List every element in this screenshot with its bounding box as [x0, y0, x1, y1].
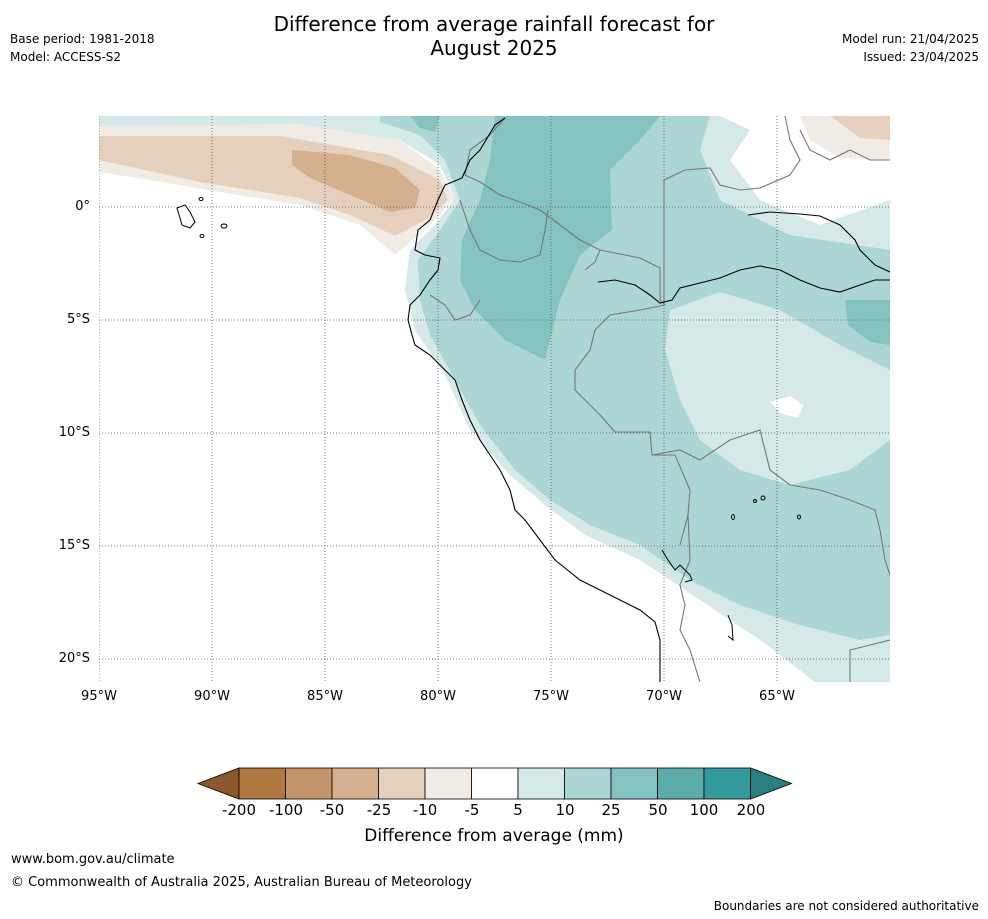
lon-tick-65w: 65°W [759, 689, 795, 704]
legend-label-m100: -100 [268, 801, 304, 819]
lon-tick-80w: 80°W [420, 689, 456, 704]
legend-label-200: 200 [736, 801, 766, 819]
galapagos-islands [176, 197, 228, 238]
gridlines [99, 116, 890, 682]
colorbar-swatch [471, 767, 519, 800]
lon-tick-85w: 85°W [307, 689, 343, 704]
coastline [407, 117, 890, 682]
lon-tick-90w: 90°W [194, 689, 230, 704]
lon-tick-70w: 70°W [646, 689, 682, 704]
colorbar-swatch [517, 767, 565, 800]
lat-tick-10s: 10°S [58, 425, 90, 440]
lat-tick-20s: 20°S [58, 651, 90, 666]
chart-title: Difference from average rainfall forecas… [0, 12, 988, 60]
lon-tick-95w: 95°W [81, 689, 117, 704]
colorbar-arrow-low [196, 767, 240, 800]
colorbar-swatch [424, 767, 472, 800]
colorbar-swatch [564, 767, 612, 800]
wet-anomaly-light-patch [665, 292, 890, 485]
colorbar-swatch [378, 767, 426, 800]
issued-date: Issued: 23/04/2025 [863, 50, 979, 64]
model-run: Model run: 21/04/2025 [841, 32, 979, 46]
colorbar-swatch [331, 767, 379, 800]
footer-url[interactable]: www.bom.gov.au/climate [11, 852, 175, 867]
legend-label-m25: -25 [366, 801, 392, 819]
meta-left: Base period: 1981-2018 Model: ACCESS-S2 [10, 30, 155, 66]
dry-anomaly-ne-10 [830, 116, 890, 140]
model-name: Model: ACCESS-S2 [10, 50, 122, 64]
legend-label-m10: -10 [412, 801, 438, 819]
meta-right: Model run: 21/04/2025 Issued: 23/04/2025 [842, 30, 979, 66]
base-period: Base period: 1981-2018 [10, 32, 155, 46]
legend-label-100: 100 [689, 801, 719, 819]
legend-label-m200: -200 [221, 801, 257, 819]
legend-label-50: 50 [648, 801, 668, 819]
legend-label-m5: -5 [464, 801, 480, 819]
lake-titicaca [661, 495, 801, 642]
lat-tick-15s: 15°S [58, 538, 90, 553]
colorbar-swatch [238, 767, 286, 800]
colorbar-swatch [703, 767, 751, 800]
wet-anomaly-25 [460, 116, 660, 360]
title-line-1: Difference from average rainfall forecas… [273, 12, 715, 36]
colorbar-swatches [196, 767, 793, 800]
lon-tick-75w: 75°W [533, 689, 569, 704]
legend-title: Difference from average (mm) [364, 826, 624, 846]
footer-disclaimer: Boundaries are not considered authoritat… [713, 899, 979, 913]
legend-label-m50: -50 [319, 801, 345, 819]
legend-label-10: 10 [555, 801, 575, 819]
dry-anomaly-25 [292, 150, 420, 212]
colorbar-swatch [610, 767, 658, 800]
lat-tick-0: 0° [75, 199, 90, 214]
colorbar-arrow-high [750, 767, 793, 800]
wet-anomaly-25-north [410, 116, 440, 132]
title-line-2: August 2025 [430, 36, 558, 60]
colorbar [196, 767, 793, 800]
footer-copyright: © Commonwealth of Australia 2025, Austra… [11, 875, 472, 890]
colorbar-swatch [657, 767, 705, 800]
legend-label-25: 25 [601, 801, 621, 819]
country-borders [429, 116, 890, 682]
lat-tick-5s: 5°S [66, 312, 90, 327]
wet-anomaly-25-east [845, 300, 890, 345]
colorbar-swatch [285, 767, 333, 800]
white-patch [770, 396, 803, 418]
legend-label-5: 5 [513, 801, 523, 819]
map-area [99, 116, 890, 682]
